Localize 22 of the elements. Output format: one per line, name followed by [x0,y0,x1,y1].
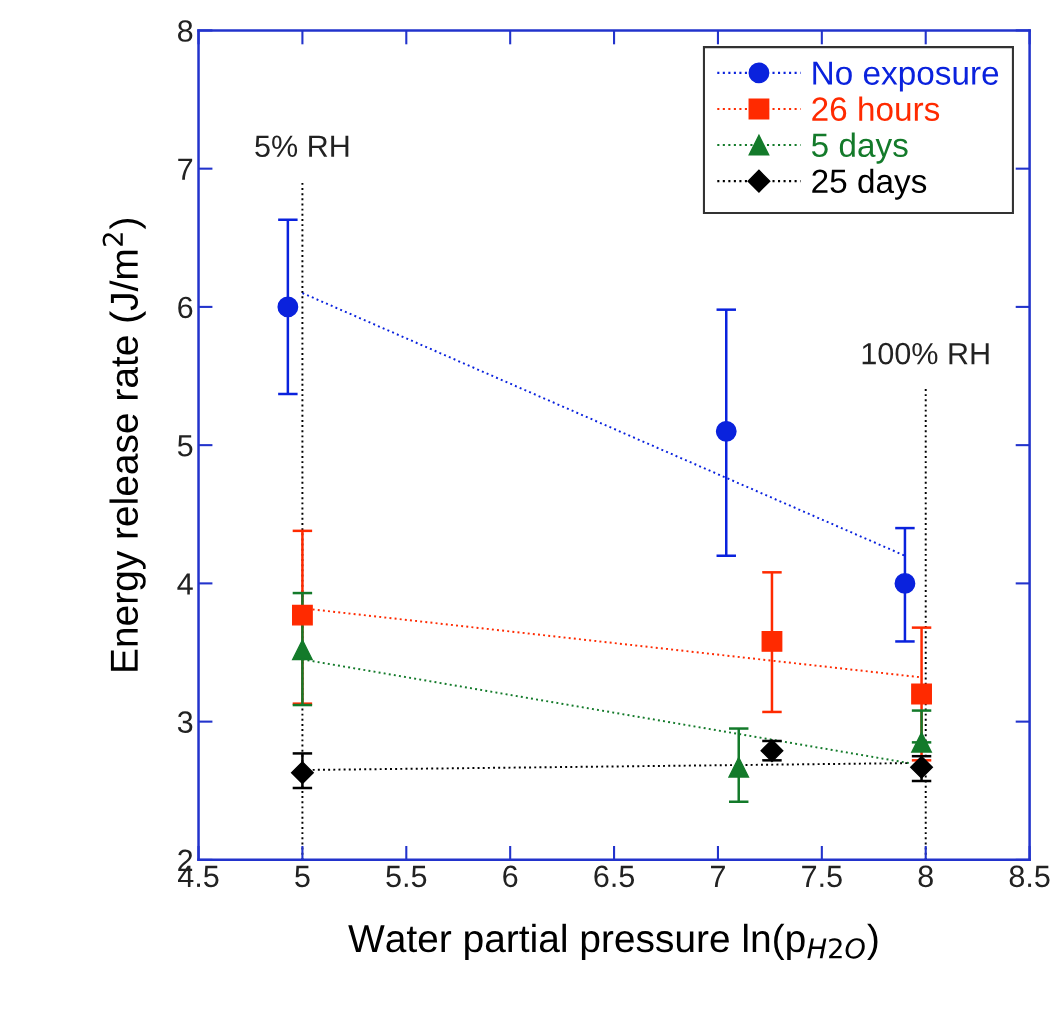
x-tick-label: 5.5 [386,865,427,888]
legend-label: 25 days [812,168,927,200]
x-tick-label: 7 [711,865,725,887]
legend-label: 26 hours [812,96,940,121]
x-tick-label: 6 [503,865,518,888]
x-tick-label: 8 [918,865,933,888]
x-axis-title: Water partial pressure ln(p$_{H2O}$) [348,923,878,961]
ref-line-label: 5% RH [255,135,349,158]
y-tick-label: 5 [177,435,193,457]
legend-label: 5 days [811,132,908,164]
legend-label: No exposure [813,61,999,92]
y-tick-label: 7 [178,158,193,180]
y-axis-title: Energy release rate (J/m$^{2}$) [102,218,146,671]
x-tick-label: 6.5 [594,865,635,888]
y-tick-label: 8 [178,20,193,42]
x-tick-label: 5 [295,865,310,888]
y-tick-label: 4 [177,573,193,595]
x-tick-label: 7.5 [802,865,842,888]
ref-line-label: 100% RH [862,342,989,365]
y-tick-label: 6 [178,296,193,319]
y-tick-label: 3 [177,711,193,733]
x-tick-label: 8.5 [1009,865,1050,888]
